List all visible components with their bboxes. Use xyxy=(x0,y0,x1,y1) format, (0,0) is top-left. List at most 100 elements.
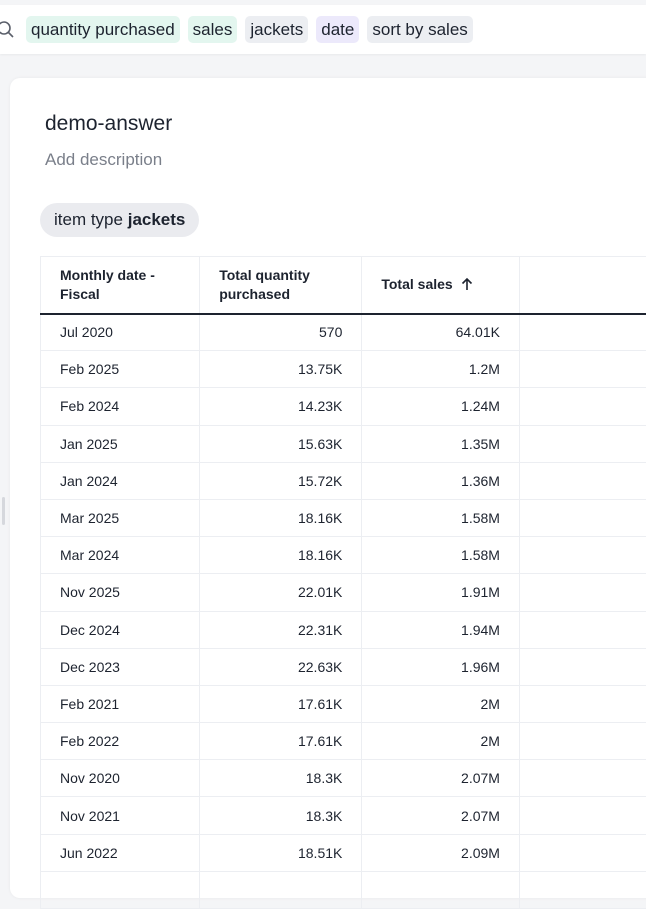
column-label: Monthly date - Fiscal xyxy=(60,267,155,302)
table-cell xyxy=(519,834,646,871)
column-header[interactable]: Total quantity purchased xyxy=(200,257,362,314)
table-cell xyxy=(200,871,362,908)
resize-handle[interactable] xyxy=(2,497,5,525)
search-token[interactable]: jackets xyxy=(245,16,308,43)
results-table: Monthly date - Fiscal Total quantity pur… xyxy=(40,256,646,909)
table-cell: 1.58M xyxy=(362,537,520,574)
table-cell xyxy=(362,871,520,908)
table-cell: Jan 2025 xyxy=(41,425,200,462)
table-cell: Nov 2021 xyxy=(41,797,200,834)
table-cell: Jul 2020 xyxy=(41,314,200,351)
table-cell xyxy=(41,871,200,908)
arrow-up-icon xyxy=(461,277,473,291)
table-cell: 18.3K xyxy=(200,760,362,797)
search-token[interactable]: sales xyxy=(188,16,238,43)
table-cell: 1.58M xyxy=(362,499,520,536)
answer-card: demo-answer Add description item type ja… xyxy=(10,78,646,898)
table-cell xyxy=(519,723,646,760)
column-label: Total sales xyxy=(381,276,452,292)
table-cell xyxy=(519,648,646,685)
column-header xyxy=(519,257,646,314)
table-cell: 18.3K xyxy=(200,797,362,834)
table-cell xyxy=(519,425,646,462)
table-cell: 22.01K xyxy=(200,574,362,611)
description-field[interactable]: Add description xyxy=(45,150,162,170)
table-cell xyxy=(519,797,646,834)
table-cell: 13.75K xyxy=(200,351,362,388)
table-cell xyxy=(519,611,646,648)
table-cell xyxy=(519,871,646,908)
table-row xyxy=(41,871,646,908)
filter-chip[interactable]: item type jackets xyxy=(40,203,199,237)
table-cell: Feb 2025 xyxy=(41,351,200,388)
table-cell: 2.07M xyxy=(362,797,520,834)
table-cell: 15.63K xyxy=(200,425,362,462)
table-cell: 15.72K xyxy=(200,462,362,499)
table-cell xyxy=(519,314,646,351)
column-label: Total quantity purchased xyxy=(219,267,310,302)
table-cell: 17.61K xyxy=(200,685,362,722)
table-cell: Nov 2020 xyxy=(41,760,200,797)
filter-value: jackets xyxy=(128,210,186,229)
table-cell: Jan 2024 xyxy=(41,462,200,499)
table-cell: 64.01K xyxy=(362,314,520,351)
table-cell: 1.91M xyxy=(362,574,520,611)
table-cell: 17.61K xyxy=(200,723,362,760)
table-cell: 1.2M xyxy=(362,351,520,388)
table-cell: Dec 2023 xyxy=(41,648,200,685)
table-cell: 18.51K xyxy=(200,834,362,871)
table-cell xyxy=(519,574,646,611)
table-cell: 1.24M xyxy=(362,388,520,425)
table-cell: 2.07M xyxy=(362,760,520,797)
table-cell: 14.23K xyxy=(200,388,362,425)
table-cell: 570 xyxy=(200,314,362,351)
filter-label: item type xyxy=(54,210,123,229)
table-cell: 2M xyxy=(362,723,520,760)
search-token[interactable]: quantity purchased xyxy=(26,16,180,43)
column-header[interactable]: Total sales xyxy=(362,257,520,314)
table-cell: 2M xyxy=(362,685,520,722)
column-header[interactable]: Monthly date - Fiscal xyxy=(41,257,200,314)
table-cell: 1.96M xyxy=(362,648,520,685)
table-cell xyxy=(519,760,646,797)
search-token[interactable]: date xyxy=(316,16,359,43)
table-cell: Feb 2024 xyxy=(41,388,200,425)
table-cell: 22.63K xyxy=(200,648,362,685)
table-cell: Mar 2025 xyxy=(41,499,200,536)
table-cell: 22.31K xyxy=(200,611,362,648)
table-cell: Feb 2022 xyxy=(41,723,200,760)
table-cell: Feb 2021 xyxy=(41,685,200,722)
table-cell xyxy=(519,351,646,388)
table-cell: 18.16K xyxy=(200,499,362,536)
table-cell xyxy=(519,499,646,536)
answer-title[interactable]: demo-answer xyxy=(45,112,172,136)
table-cell xyxy=(519,537,646,574)
table-cell: 2.09M xyxy=(362,834,520,871)
search-icon xyxy=(0,20,16,40)
table-cell: Jun 2022 xyxy=(41,834,200,871)
table-cell: Mar 2024 xyxy=(41,537,200,574)
table-cell xyxy=(519,388,646,425)
table-cell: 1.94M xyxy=(362,611,520,648)
table-cell xyxy=(519,685,646,722)
table-cell: 1.36M xyxy=(362,462,520,499)
table-cell: Dec 2024 xyxy=(41,611,200,648)
table-cell: 1.35M xyxy=(362,425,520,462)
search-token[interactable]: sort by sales xyxy=(367,16,472,43)
search-bar[interactable]: quantity purchased sales jackets date so… xyxy=(0,5,646,54)
